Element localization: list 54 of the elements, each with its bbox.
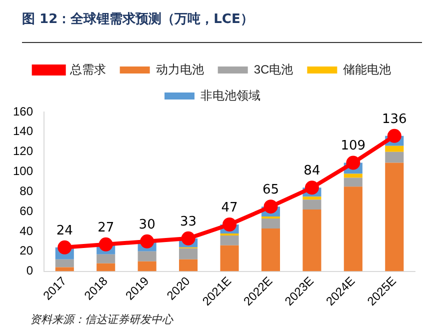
point bbox=[387, 128, 402, 143]
y-tick-label: 100 bbox=[12, 164, 34, 178]
bar bbox=[385, 146, 404, 152]
bar bbox=[220, 235, 239, 246]
data-label: 65 bbox=[262, 182, 280, 198]
bar bbox=[344, 186, 362, 272]
bar bbox=[344, 174, 362, 178]
point bbox=[58, 240, 72, 254]
y-tick-label: 0 bbox=[26, 264, 34, 278]
bar bbox=[385, 162, 404, 272]
y-tick-label: 140 bbox=[12, 124, 34, 138]
legend-label: 动力电池 bbox=[156, 62, 204, 76]
bar bbox=[385, 152, 404, 163]
bar bbox=[261, 218, 280, 228]
legend-label: 非电池领域 bbox=[200, 88, 260, 102]
bar bbox=[302, 210, 322, 272]
data-label: 27 bbox=[98, 220, 114, 236]
bar bbox=[261, 228, 280, 272]
data-label: 24 bbox=[56, 223, 73, 238]
bar bbox=[138, 261, 156, 272]
bar bbox=[179, 259, 198, 272]
point bbox=[181, 231, 196, 246]
bar bbox=[96, 263, 116, 272]
bar bbox=[220, 245, 239, 272]
data-label: 84 bbox=[304, 164, 320, 179]
data-label: 136 bbox=[382, 112, 407, 127]
bar bbox=[138, 251, 156, 262]
data-label: 109 bbox=[340, 138, 366, 154]
bar bbox=[344, 178, 362, 187]
data-label: 30 bbox=[138, 217, 156, 232]
text: 资料来源：信达证券研发中心 bbox=[30, 312, 173, 327]
y-tick-label: 120 bbox=[12, 144, 34, 158]
legend-label: 3C电池 bbox=[254, 62, 294, 76]
point bbox=[222, 217, 237, 232]
bar bbox=[55, 259, 74, 268]
data-label: 47 bbox=[221, 200, 238, 216]
legend-label: 储能电池 bbox=[343, 62, 392, 76]
y-tick-label: 20 bbox=[20, 244, 34, 258]
point bbox=[304, 180, 319, 195]
bar bbox=[96, 254, 116, 264]
y-tick-label: 40 bbox=[20, 224, 34, 238]
y-tick-label: 60 bbox=[20, 204, 34, 218]
legend-label: 总需求 bbox=[68, 62, 106, 76]
y-tick-label: 160 bbox=[12, 104, 34, 118]
bar bbox=[302, 196, 322, 200]
point bbox=[98, 237, 113, 252]
y-tick-label: 80 bbox=[20, 184, 34, 198]
chart-title: 图 12：全球锂需求预测（万吨，LCE） bbox=[22, 11, 254, 28]
data-label: 33 bbox=[180, 214, 197, 230]
bar bbox=[302, 200, 322, 210]
point bbox=[346, 156, 360, 170]
bar bbox=[179, 248, 198, 260]
point bbox=[264, 200, 278, 214]
point bbox=[140, 234, 154, 248]
